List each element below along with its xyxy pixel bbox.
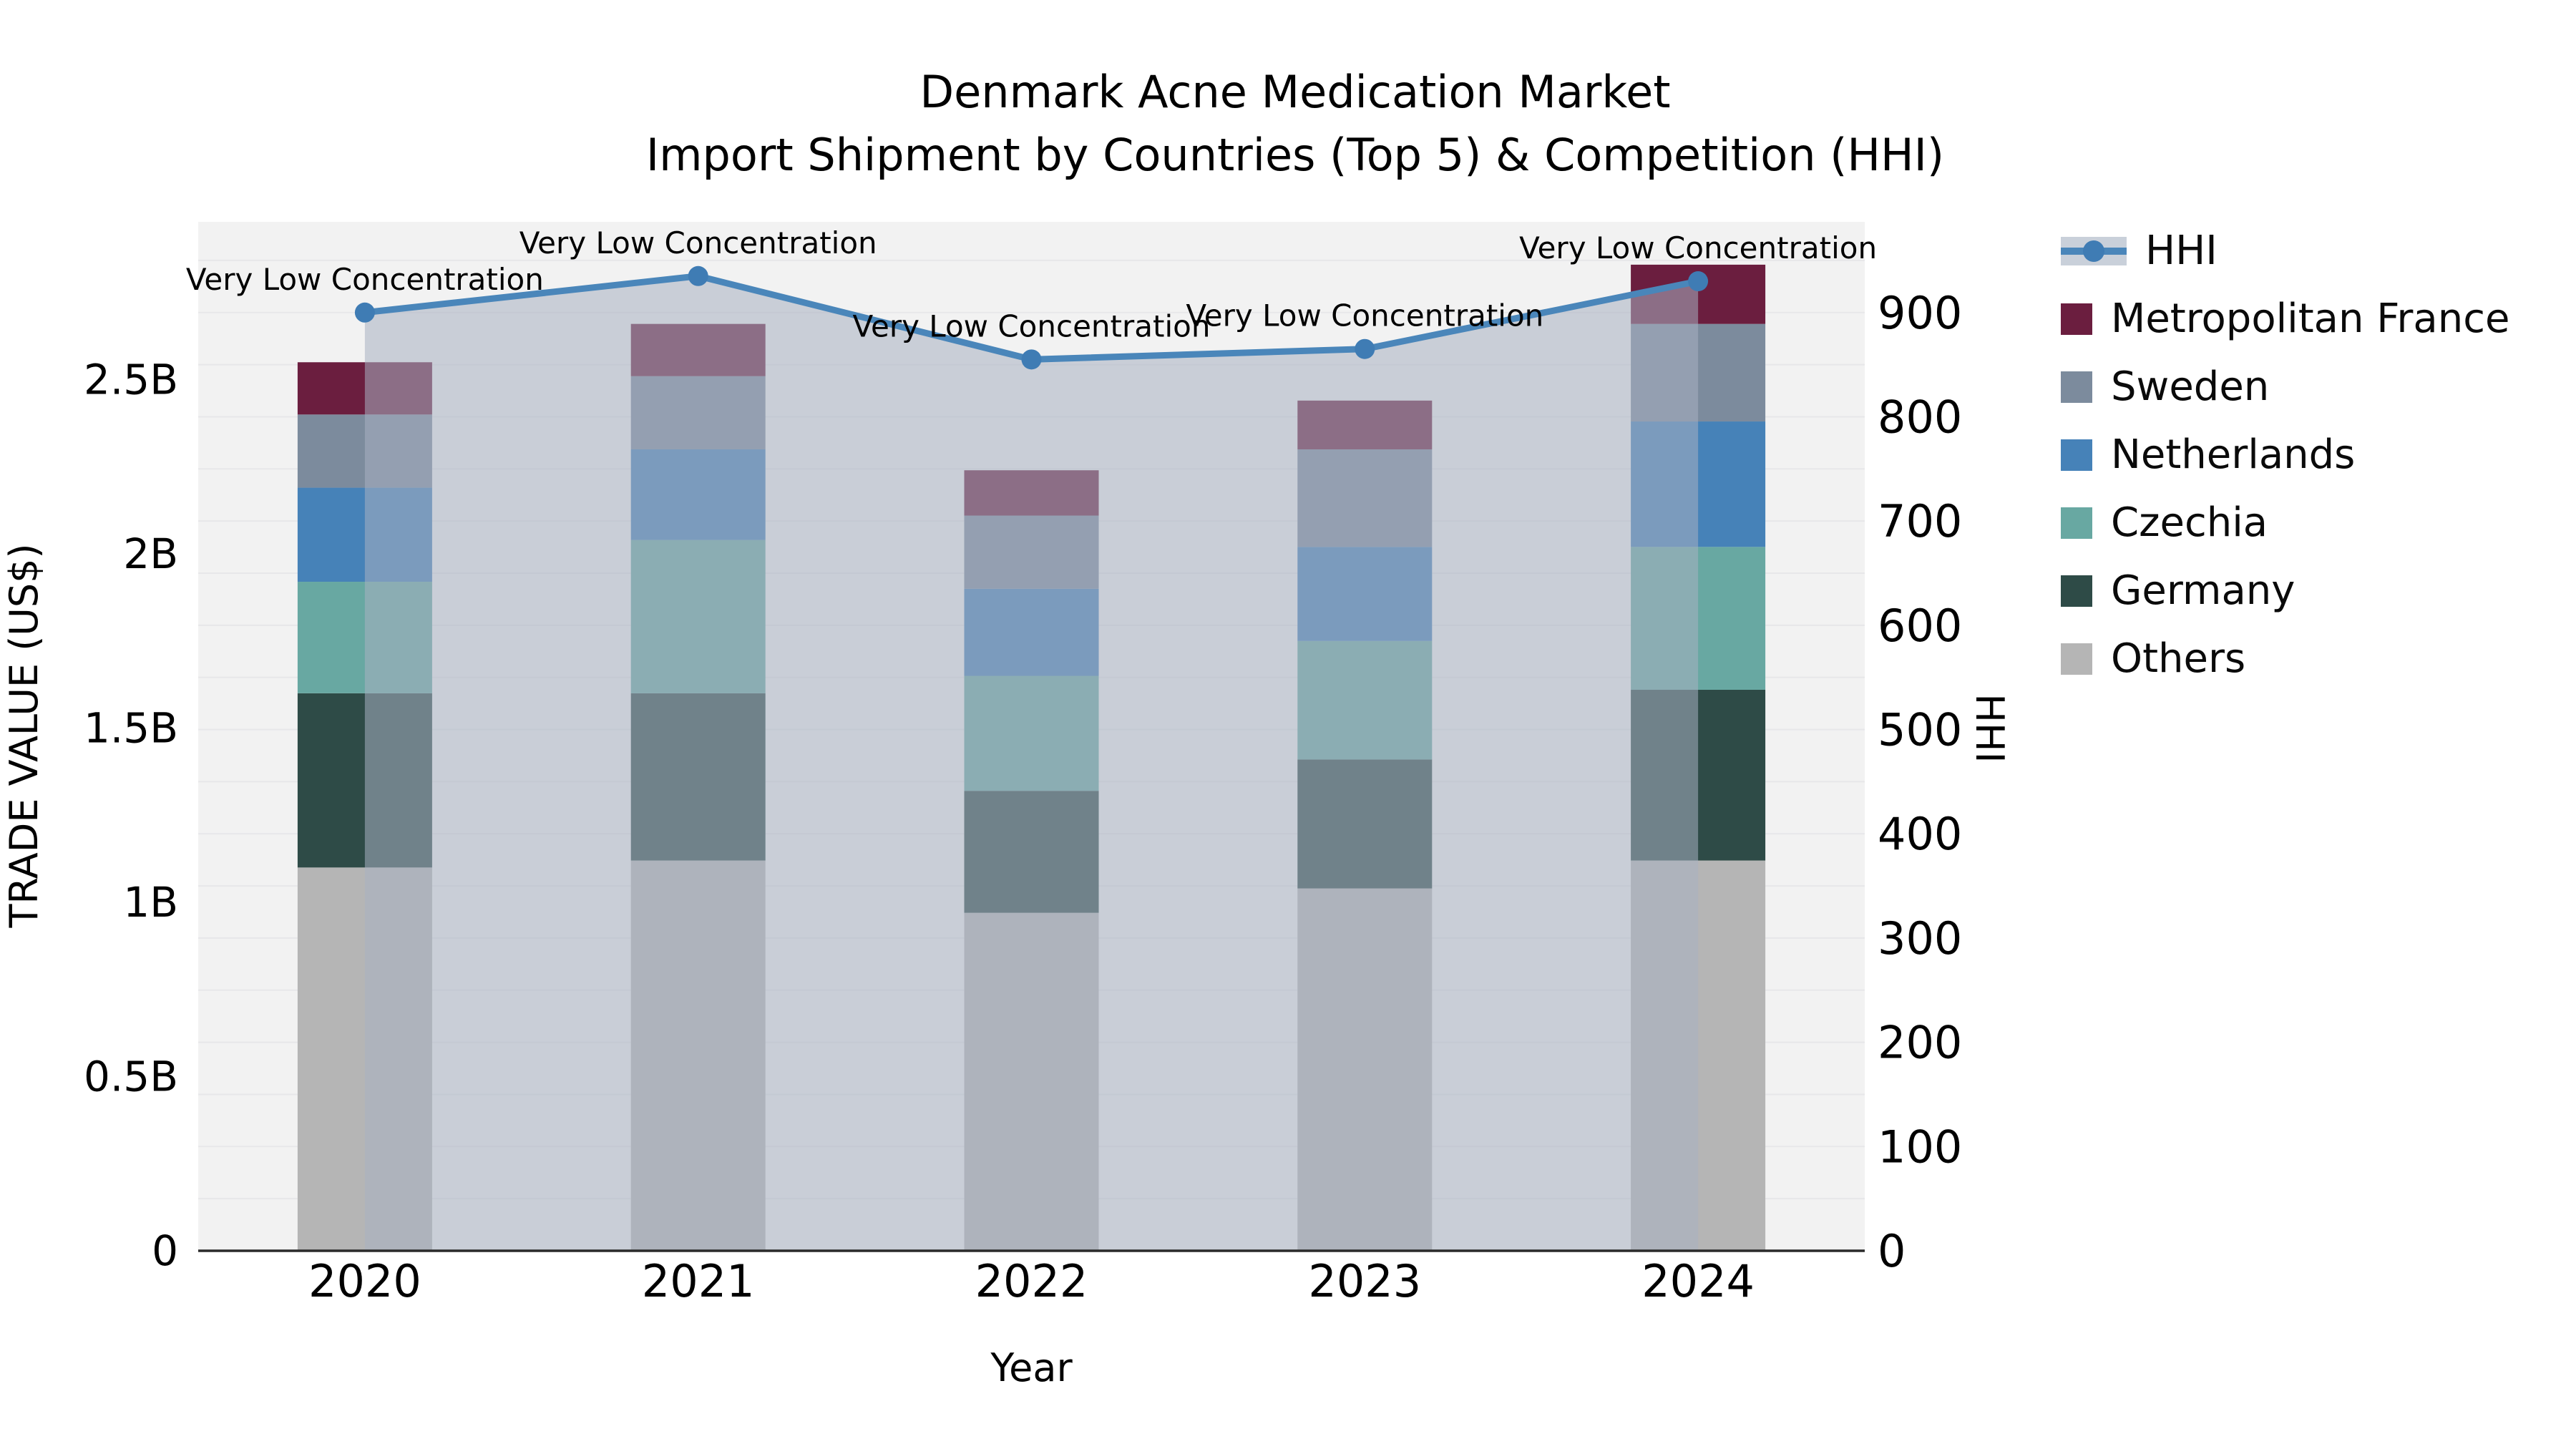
- hhi-line-swatch-icon: [2061, 236, 2127, 265]
- legend-label: Czechia: [2111, 499, 2268, 546]
- legend-item-sweden[interactable]: Sweden: [2061, 364, 2509, 410]
- right-tick-900: 900: [1878, 287, 1962, 339]
- chart-title: Denmark Acne Medication Market: [919, 66, 1670, 118]
- legend-swatch-icon: [2061, 575, 2092, 607]
- annotation-2021: Very Low Concentration: [519, 225, 877, 260]
- legend-label: Others: [2111, 635, 2246, 682]
- legend-swatch-icon: [2061, 507, 2092, 539]
- chart-subtitle: Import Shipment by Countries (Top 5) & C…: [646, 129, 1944, 181]
- hhi-dot-glyph: [2083, 240, 2104, 262]
- x-tick-2021: 2021: [642, 1255, 755, 1307]
- left-tick-0: 0: [152, 1226, 178, 1275]
- x-tick-2022: 2022: [975, 1255, 1088, 1307]
- x-tick-2023: 2023: [1308, 1255, 1421, 1307]
- legend-swatch-icon: [2061, 643, 2092, 675]
- legend-label: Metropolitan France: [2111, 296, 2510, 342]
- left-tick-2.5B: 2.5B: [84, 356, 178, 404]
- legend: HHI Metropolitan France Sweden Netherlands C…: [2061, 228, 2509, 682]
- legend-item-czechia[interactable]: Czechia: [2061, 499, 2509, 546]
- hhi-marker-2021[interactable]: [688, 265, 708, 286]
- hhi-area-fill: [364, 275, 1699, 1252]
- right-tick-300: 300: [1878, 912, 1962, 965]
- right-tick-600: 600: [1878, 600, 1962, 652]
- right-tick-200: 200: [1878, 1017, 1962, 1069]
- right-tick-800: 800: [1878, 391, 1962, 443]
- legend-item-metropolitan-france[interactable]: Metropolitan France: [2061, 296, 2509, 342]
- hhi-marker-2020[interactable]: [354, 302, 375, 323]
- legend-item-others[interactable]: Others: [2061, 635, 2509, 682]
- left-tick-1.5B: 1.5B: [84, 704, 178, 753]
- legend-swatch-icon: [2061, 439, 2092, 471]
- right-tick-100: 100: [1878, 1121, 1962, 1173]
- legend-label: Netherlands: [2111, 431, 2356, 478]
- annotation-2022: Very Low Concentration: [853, 308, 1211, 343]
- legend-swatch-icon: [2061, 371, 2092, 403]
- legend-item-hhi[interactable]: HHI: [2061, 228, 2509, 274]
- left-tick-2B: 2B: [123, 530, 178, 578]
- right-tick-400: 400: [1878, 808, 1962, 860]
- left-tick-1B: 1B: [123, 878, 178, 927]
- annotation-2023: Very Low Concentration: [1186, 298, 1543, 333]
- right-axis-title: HHI: [1967, 693, 2012, 763]
- legend-label: HHI: [2145, 228, 2218, 274]
- left-axis-title: TRADE VALUE (US$): [1, 543, 47, 928]
- legend-label: Sweden: [2111, 364, 2270, 410]
- hhi-marker-2024[interactable]: [1688, 271, 1709, 292]
- legend-swatch-icon: [2061, 303, 2092, 335]
- legend-item-germany[interactable]: Germany: [2061, 567, 2509, 614]
- legend-label: Germany: [2111, 567, 2296, 614]
- right-tick-500: 500: [1878, 704, 1962, 756]
- right-tick-700: 700: [1878, 495, 1962, 547]
- annotation-2020: Very Low Concentration: [186, 262, 544, 297]
- hhi-marker-2023[interactable]: [1355, 338, 1375, 359]
- x-tick-2020: 2020: [308, 1255, 421, 1307]
- right-tick-0: 0: [1878, 1225, 1906, 1277]
- left-tick-0.5B: 0.5B: [84, 1053, 178, 1101]
- hhi-marker-2022[interactable]: [1021, 349, 1042, 370]
- x-axis-title: Year: [990, 1345, 1073, 1390]
- legend-item-netherlands[interactable]: Netherlands: [2061, 431, 2509, 478]
- x-tick-2024: 2024: [1641, 1255, 1755, 1307]
- annotation-2024: Very Low Concentration: [1519, 230, 1877, 265]
